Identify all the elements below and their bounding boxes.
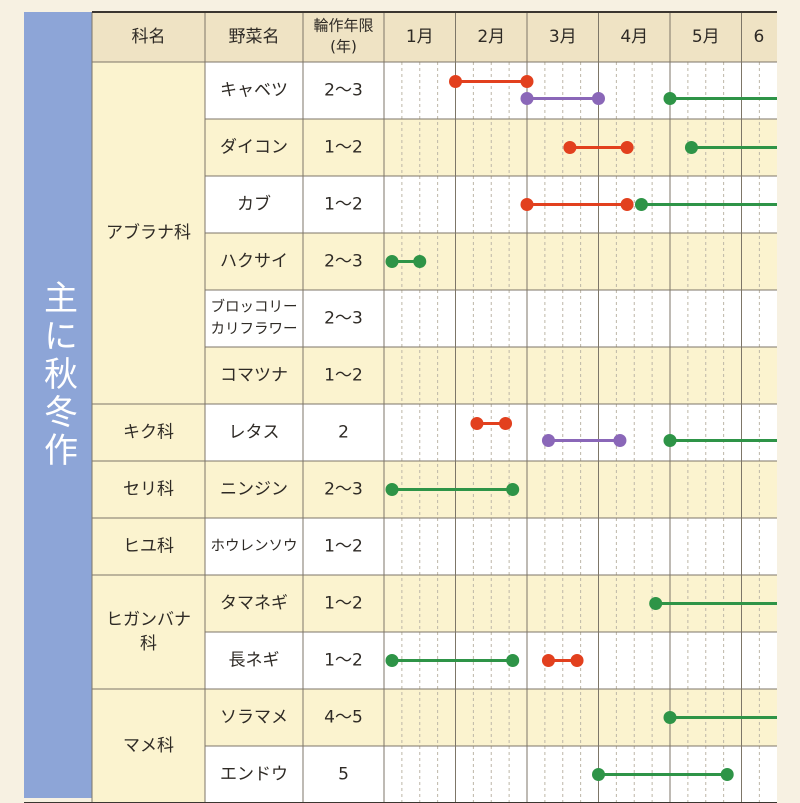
schedule-end-dot	[620, 198, 634, 211]
vegetable-name: 長ネギ	[229, 651, 280, 671]
schedule-end-dot	[592, 92, 605, 105]
schedule-end-dot	[570, 654, 584, 667]
rotation-years: 2～3	[324, 309, 363, 329]
side-label: 主に秋冬作	[37, 280, 78, 470]
vegetable-name: コマツナ	[220, 366, 288, 386]
table-row	[205, 518, 777, 575]
rotation-years: 1～2	[324, 651, 363, 671]
family-label: セリ科	[123, 480, 174, 500]
header-family: 科名	[132, 27, 166, 47]
rotation-years: 1～2	[324, 594, 363, 614]
side-band	[24, 12, 92, 798]
family-label: アブラナ科	[106, 222, 191, 243]
header-month: 5月	[692, 27, 720, 47]
header-month: 1月	[406, 27, 434, 47]
schedule-end-dot	[499, 417, 513, 430]
schedule-start-dot	[663, 434, 677, 447]
rotation-years: 2～3	[324, 252, 363, 272]
family-label: ヒユ科	[123, 537, 174, 557]
schedule-end-dot	[506, 654, 520, 667]
rotation-years: 4～5	[324, 708, 363, 728]
family-label: ヒガンバナ	[106, 610, 191, 630]
schedule-start-dot	[520, 198, 534, 211]
vegetable-name: タマネギ	[220, 594, 288, 614]
rotation-years: 2～3	[324, 81, 363, 101]
vegetable-name: レタス	[229, 423, 280, 443]
rotation-years: 2	[338, 423, 349, 443]
schedule-end-dot	[620, 141, 634, 154]
schedule-start-dot	[385, 483, 399, 496]
rotation-years: 1～2	[324, 195, 363, 215]
header-rotation: 輪作年限	[313, 17, 373, 35]
table-row	[205, 62, 777, 119]
table-row	[205, 404, 777, 461]
vegetable-name: カリフラワー	[211, 322, 298, 338]
vegetable-name: ハクサイ	[220, 252, 288, 272]
vegetable-name: エンドウ	[220, 765, 288, 785]
vegetable-name: ダイコン	[220, 138, 288, 158]
schedule-start-dot	[541, 434, 555, 447]
schedule-start-dot	[385, 654, 399, 667]
schedule-end-dot	[613, 434, 627, 447]
header-vegetable: 野菜名	[229, 27, 280, 47]
schedule-start-dot	[385, 255, 399, 268]
schedule-end-dot	[520, 75, 534, 88]
schedule-start-dot	[592, 768, 605, 781]
schedule-start-dot	[541, 654, 555, 667]
schedule-start-dot	[449, 75, 462, 88]
vegetable-name: キャベツ	[220, 81, 288, 101]
family-label: 科	[140, 634, 157, 654]
schedule-start-dot	[520, 92, 534, 105]
header-month: 3月	[549, 27, 577, 47]
rotation-years: 1～2	[324, 537, 363, 557]
rotation-years: 2～3	[324, 480, 363, 500]
header-month: 6	[754, 27, 765, 47]
header-rotation-unit: (年)	[330, 38, 357, 56]
rotation-years: 5	[338, 765, 349, 785]
rotation-years: 1～2	[324, 138, 363, 158]
schedule-start-dot	[634, 198, 648, 211]
family-label: キク科	[123, 423, 174, 443]
schedule-start-dot	[684, 141, 698, 154]
schedule-end-dot	[720, 768, 734, 781]
family-label: マメ科	[123, 736, 174, 756]
header-row	[92, 12, 777, 62]
schedule-start-dot	[470, 417, 484, 430]
header-month: 4月	[620, 27, 648, 47]
schedule-start-dot	[663, 92, 677, 105]
schedule-start-dot	[663, 711, 677, 724]
vegetable-name: ソラマメ	[220, 708, 288, 728]
vegetable-name: ホウレンソウ	[211, 538, 298, 555]
table-row	[205, 290, 777, 347]
schedule-start-dot	[649, 597, 663, 610]
vegetable-name: カブ	[237, 194, 271, 215]
schedule-end-dot	[413, 255, 427, 268]
vegetable-name: ニンジン	[220, 480, 288, 500]
schedule-start-dot	[563, 141, 577, 154]
vegetable-name: ブロッコリー	[211, 298, 298, 316]
rotation-years: 1～2	[324, 366, 363, 386]
schedule-end-dot	[506, 483, 520, 496]
header-month: 2月	[477, 27, 505, 47]
side-label-container: 主に秋冬作	[24, 280, 92, 510]
family-column	[92, 62, 205, 803]
